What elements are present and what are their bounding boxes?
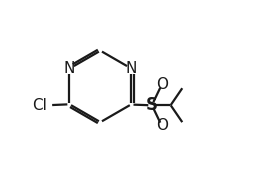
Text: N: N (126, 61, 137, 76)
Text: S: S (146, 96, 158, 114)
Text: O: O (156, 77, 168, 92)
Text: N: N (64, 61, 75, 76)
Text: O: O (156, 118, 168, 133)
Text: Cl: Cl (32, 98, 47, 113)
